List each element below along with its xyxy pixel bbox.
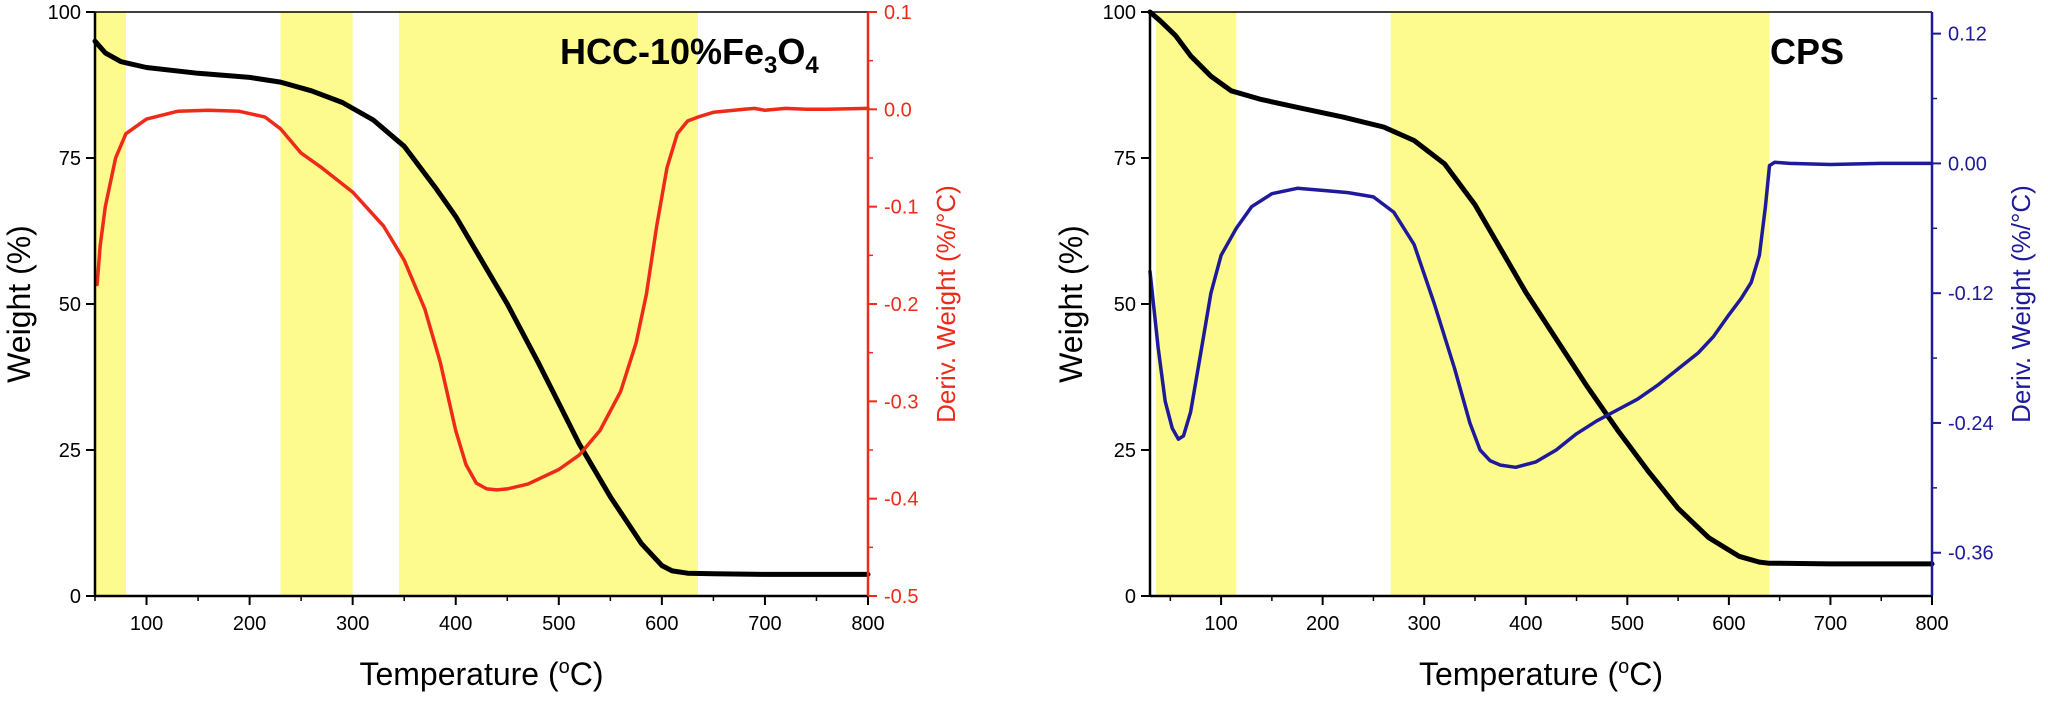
x-axis-title-sup: o xyxy=(1618,656,1629,678)
y2-tick-label: -0.36 xyxy=(1948,543,1994,565)
chart-2: 100 200 300 400 500 600 700 800 0 25 50 75 100 0.12 0.… xyxy=(1053,2,2036,692)
y-tick-label: 75 xyxy=(59,148,81,170)
y-tick-label: 0 xyxy=(1125,586,1136,608)
y2-tick-label: 0.00 xyxy=(1948,153,1987,175)
y-tick-label: 25 xyxy=(59,440,81,462)
x-axis-title-open: ( xyxy=(539,656,559,692)
chart-title: HCC-10%Fe3O4 xyxy=(560,31,819,79)
y-tick-label: 50 xyxy=(1114,294,1136,316)
x-tick-label: 200 xyxy=(233,613,266,635)
y2-tick-label: -0.3 xyxy=(884,391,918,413)
x-axis-title-main: Temperature xyxy=(1419,656,1599,692)
x-axis-title-unit: C) xyxy=(570,656,604,692)
y2-tick-label: -0.4 xyxy=(884,489,918,511)
chart-title-main: CPS xyxy=(1770,31,1844,72)
x-tick-label: 100 xyxy=(130,613,163,635)
x-tick-label: 600 xyxy=(1712,613,1745,635)
y2-tick-label: 0.0 xyxy=(884,99,912,121)
x-tick-label: 200 xyxy=(1306,613,1339,635)
x-tick-label: 400 xyxy=(1509,613,1542,635)
y-tick-label: 100 xyxy=(48,2,81,24)
x-tick-label: 700 xyxy=(1814,613,1847,635)
x-tick-label: 300 xyxy=(1408,613,1441,635)
x-tick-label: 600 xyxy=(645,613,678,635)
weight-line xyxy=(1147,9,1935,567)
x-tick-label: 500 xyxy=(542,613,575,635)
y2-tick-label: -0.24 xyxy=(1948,413,1994,435)
deriv-weight-line xyxy=(95,106,870,492)
x-axis-title: Temperature (oC) xyxy=(359,656,603,692)
y2-tick-label: 0.1 xyxy=(884,2,912,24)
x-tick-label: 300 xyxy=(336,613,369,635)
y2-axis-title: Deriv. Weight (%/°C) xyxy=(931,185,961,423)
highlight-band-2 xyxy=(1390,12,1770,596)
y2-tick-label: 0.12 xyxy=(1948,24,1987,46)
x-tick-label: 100 xyxy=(1204,613,1237,635)
y-tick-label: 50 xyxy=(59,294,81,316)
x-tick-label: 800 xyxy=(1915,613,1948,635)
x-axis-title-sup: o xyxy=(559,656,570,678)
x-axis-title-open: ( xyxy=(1599,656,1619,692)
x-tick-label: 500 xyxy=(1611,613,1644,635)
highlight-band-1 xyxy=(1156,12,1237,596)
chart-title: CPS xyxy=(1770,31,1844,72)
y-tick-label: 0 xyxy=(70,586,81,608)
chart-title-sub: 3 xyxy=(764,52,777,79)
y-tick-label: 25 xyxy=(1114,440,1136,462)
y2-tick-label: -0.2 xyxy=(884,294,918,316)
x-tick-label: 800 xyxy=(851,613,884,635)
y-axis-title: Weight (%) xyxy=(1053,225,1089,383)
y-axis-title: Weight (%) xyxy=(1,225,37,383)
highlight-band-3 xyxy=(399,12,698,596)
y2-axis-title: Deriv. Weight (%/°C) xyxy=(2006,185,2036,423)
chart-title-mid: O xyxy=(777,31,805,72)
x-axis-title-unit: C) xyxy=(1629,656,1663,692)
x-tick-label: 700 xyxy=(748,613,781,635)
highlight-band-2 xyxy=(280,12,353,596)
y2-tick-label: -0.12 xyxy=(1948,283,1994,305)
chart-title-sub: 4 xyxy=(805,52,819,79)
chart-1: 100 200 300 400 500 600 700 800 0 25 50 75 100 0.1 0.0… xyxy=(1,2,961,692)
y-tick-label: 100 xyxy=(1103,2,1136,24)
deriv-weight-line xyxy=(1148,160,1934,470)
y2-tick-label: -0.1 xyxy=(884,197,918,219)
x-axis-title: Temperature (oC) xyxy=(1419,656,1663,692)
y2-tick-label: -0.5 xyxy=(884,586,918,608)
y-tick-label: 75 xyxy=(1114,148,1136,170)
highlight-band-1 xyxy=(95,12,126,596)
x-tick-label: 400 xyxy=(439,613,472,635)
chart-title-main: HCC-10%Fe xyxy=(560,31,764,72)
weight-line xyxy=(92,38,871,577)
x-axis-title-main: Temperature xyxy=(359,656,539,692)
